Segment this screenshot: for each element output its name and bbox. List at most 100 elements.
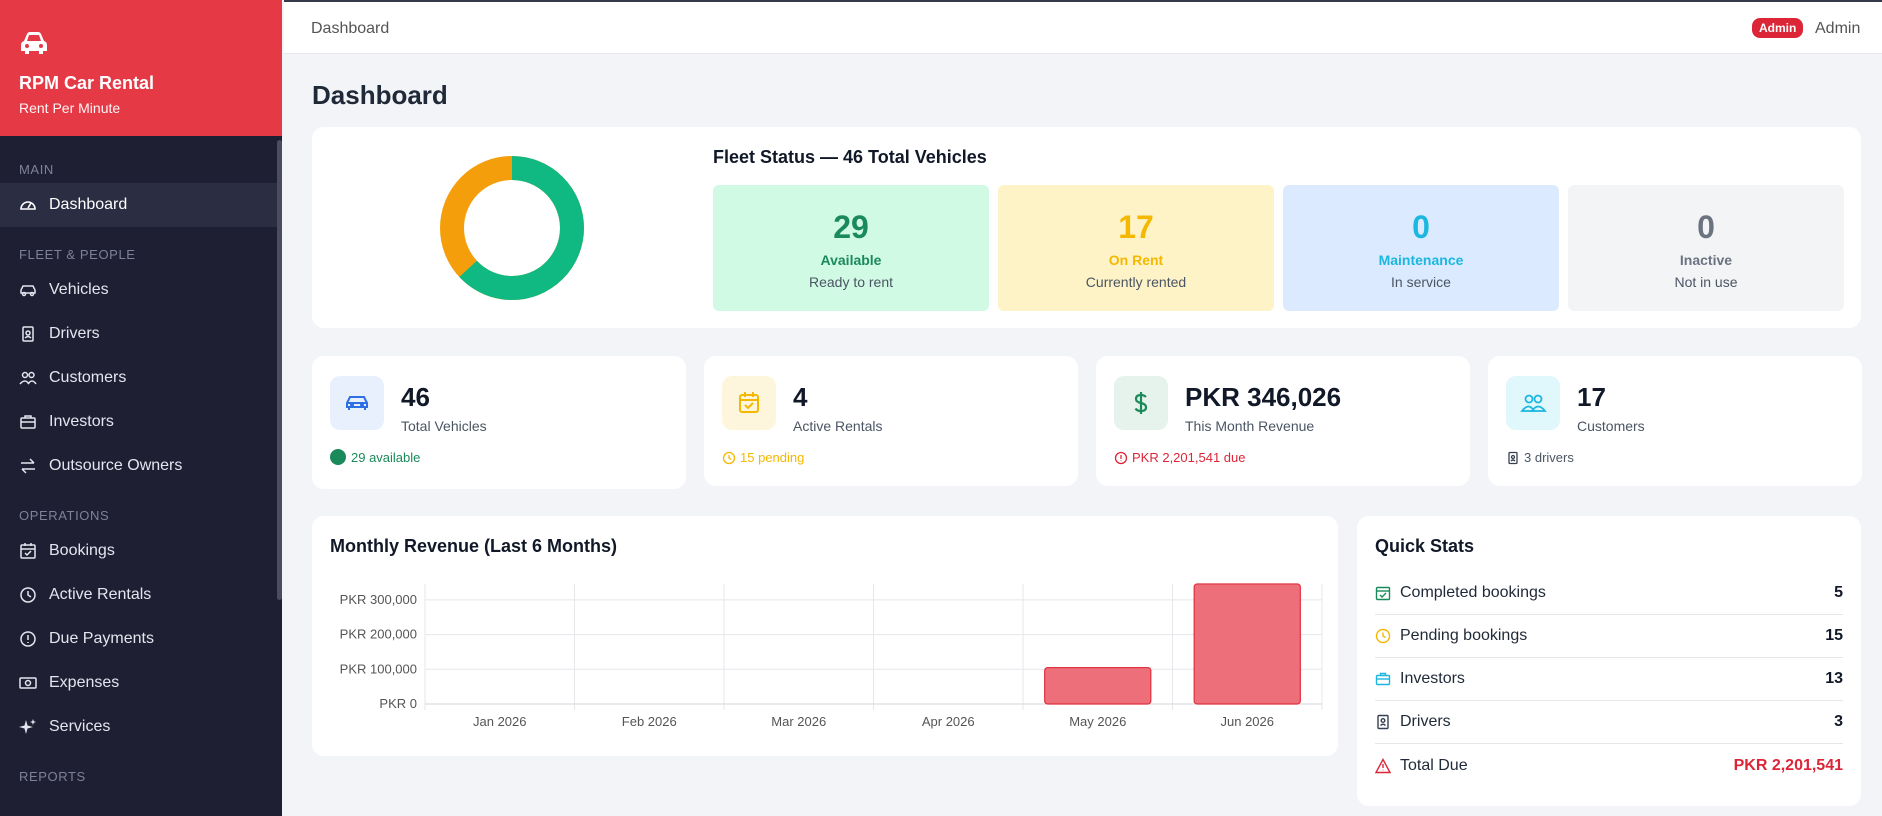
x-tick-label: Apr 2026 xyxy=(922,714,975,729)
fleet-title: Fleet Status — 46 Total Vehicles xyxy=(713,147,987,167)
cash-icon xyxy=(19,674,37,692)
breadcrumb[interactable]: Dashboard xyxy=(311,20,390,37)
fleet-count: 0 xyxy=(1412,209,1430,245)
quick-stat-drivers: Drivers 3 xyxy=(1375,701,1843,744)
stat-label: This Month Revenue xyxy=(1185,418,1315,434)
y-tick-label: PKR 100,000 xyxy=(340,661,417,676)
warning-triangle-icon xyxy=(1375,757,1391,774)
clock-icon xyxy=(722,451,736,464)
sidebar-item-label: Dashboard xyxy=(49,196,128,213)
clock-icon xyxy=(19,586,37,604)
brand-tagline: Rent Per Minute xyxy=(19,100,121,116)
sidebar-item-label: Services xyxy=(49,718,111,735)
sidebar-item-label: Investors xyxy=(49,413,114,430)
sidebar-item-label: Drivers xyxy=(49,325,100,342)
sidebar-item-outsource-owners[interactable]: Outsource Owners xyxy=(0,444,282,488)
revenue-chart-card: Monthly Revenue (Last 6 Months) PKR 0 PKR… xyxy=(312,516,1338,756)
id-badge-icon xyxy=(1375,714,1391,730)
sidebar-item-bookings[interactable]: Bookings xyxy=(0,529,282,573)
x-tick-label: Feb 2026 xyxy=(622,714,677,729)
quick-stat-investors: Investors 13 xyxy=(1375,658,1843,701)
brand[interactable]: RPM Car Rental Rent Per Minute xyxy=(0,0,282,136)
stat-footnote: PKR 2,201,541 due xyxy=(1114,450,1245,465)
stat-value: 4 xyxy=(793,382,808,412)
sidebar-item-label: Due Payments xyxy=(49,630,154,647)
fleet-label: Available xyxy=(820,252,882,268)
fleet-status-card: Fleet Status — 46 Total Vehicles 29 Avai… xyxy=(312,127,1861,328)
quick-stat-total-due: Total Due PKR 2,201,541 xyxy=(1375,744,1843,787)
fleet-count: 0 xyxy=(1697,209,1715,245)
page-title: Dashboard xyxy=(312,80,448,110)
fleet-box-maintenance[interactable]: 0 Maintenance In service xyxy=(1283,185,1559,311)
x-tick-label: Jan 2026 xyxy=(473,714,527,729)
sidebar-item-label: Outsource Owners xyxy=(49,457,183,474)
fleet-donut-chart xyxy=(440,156,584,300)
sidebar-item-services[interactable]: Services xyxy=(0,705,282,749)
people-icon xyxy=(19,369,37,387)
stat-card-active-rentals[interactable]: 4 Active Rentals 15 pending xyxy=(704,356,1078,486)
car-icon xyxy=(19,281,37,299)
fleet-desc: Ready to rent xyxy=(808,274,894,290)
fleet-box-on-rent[interactable]: 17 On Rent Currently rented xyxy=(998,185,1274,311)
role-badge: Admin xyxy=(1752,18,1804,38)
fleet-box-available[interactable]: 29 Available Ready to rent xyxy=(713,185,989,311)
sidebar-item-active-rentals[interactable]: Active Rentals xyxy=(0,573,282,617)
quick-stats-title: Quick Stats xyxy=(1375,536,1475,556)
quick-stat-value: 3 xyxy=(1834,713,1843,730)
people-icon xyxy=(1506,376,1560,430)
stat-value: 46 xyxy=(401,382,430,412)
sidebar-item-vehicles[interactable]: Vehicles xyxy=(0,268,282,312)
car-icon xyxy=(330,376,384,430)
stat-card-total-vehicles[interactable]: 46 Total Vehicles 29 available xyxy=(312,356,686,489)
revenue-bar xyxy=(1044,666,1152,705)
revenue-chart-title: Monthly Revenue (Last 6 Months) xyxy=(330,536,618,556)
sidebar-item-investors[interactable]: Investors xyxy=(0,400,282,444)
stat-footnote: 15 pending xyxy=(722,450,804,465)
nav-section-fleet: FLEET & PEOPLE xyxy=(19,247,136,262)
quick-stat-value: 15 xyxy=(1825,627,1843,644)
quick-stats-list: Completed bookings 5 Pending bookings 15… xyxy=(1375,572,1843,787)
nav-section-operations: OPERATIONS xyxy=(19,508,110,523)
quick-stat-value: 13 xyxy=(1825,670,1843,687)
donut-available-slice xyxy=(440,156,584,300)
fleet-box-inactive[interactable]: 0 Inactive Not in use xyxy=(1568,185,1844,311)
alert-circle-icon xyxy=(19,630,37,648)
sidebar: RPM Car Rental Rent Per Minute MAIN Dash… xyxy=(0,0,282,816)
quick-stat-label: Investors xyxy=(1400,670,1465,687)
stat-foot-text: 15 pending xyxy=(740,450,805,465)
stat-label: Customers xyxy=(1577,418,1645,434)
clock-icon xyxy=(1375,628,1391,644)
fleet-count: 17 xyxy=(1118,209,1154,245)
y-tick-label: PKR 300,000 xyxy=(340,592,417,607)
calendar-check-icon xyxy=(1375,585,1391,601)
alert-circle-icon xyxy=(1114,451,1128,464)
quick-stat-label: Drivers xyxy=(1400,713,1451,730)
quick-stat-label: Completed bookings xyxy=(1400,584,1546,601)
sidebar-item-customers[interactable]: Customers xyxy=(0,356,282,400)
sidebar-item-label: Bookings xyxy=(49,542,115,559)
quick-stat-completed-bookings: Completed bookings 5 xyxy=(1375,572,1843,615)
nav-section-reports: REPORTS xyxy=(19,769,86,784)
stat-label: Active Rentals xyxy=(793,418,883,434)
topbar: Dashboard Admin Admin xyxy=(284,0,1882,54)
stat-label: Total Vehicles xyxy=(401,418,487,434)
stat-card-customers[interactable]: 17 Customers 3 drivers xyxy=(1488,356,1862,486)
x-tick-label: Mar 2026 xyxy=(771,714,826,729)
sidebar-item-dashboard[interactable]: Dashboard xyxy=(0,183,282,227)
stat-footnote: 29 available xyxy=(330,449,420,465)
stat-value: 17 xyxy=(1577,382,1606,412)
sidebar-item-due-payments[interactable]: Due Payments xyxy=(0,617,282,661)
sidebar-item-expenses[interactable]: Expenses xyxy=(0,661,282,705)
fleet-label: Inactive xyxy=(1679,252,1733,268)
sparkles-icon xyxy=(19,718,37,736)
quick-stat-value: PKR 2,201,541 xyxy=(1733,756,1843,774)
dollar-icon xyxy=(1114,376,1168,430)
stat-card-revenue[interactable]: PKR 346,026 This Month Revenue PKR 2,201… xyxy=(1096,356,1470,486)
sidebar-item-label: Expenses xyxy=(49,674,120,691)
stat-foot-text: 3 drivers xyxy=(1524,450,1574,465)
brand-name: RPM Car Rental xyxy=(19,73,155,93)
sidebar-item-drivers[interactable]: Drivers xyxy=(0,312,282,356)
user-menu[interactable]: Admin xyxy=(1815,20,1861,37)
sidebar-scrollbar[interactable] xyxy=(277,140,282,600)
fleet-label: Maintenance xyxy=(1378,252,1464,268)
